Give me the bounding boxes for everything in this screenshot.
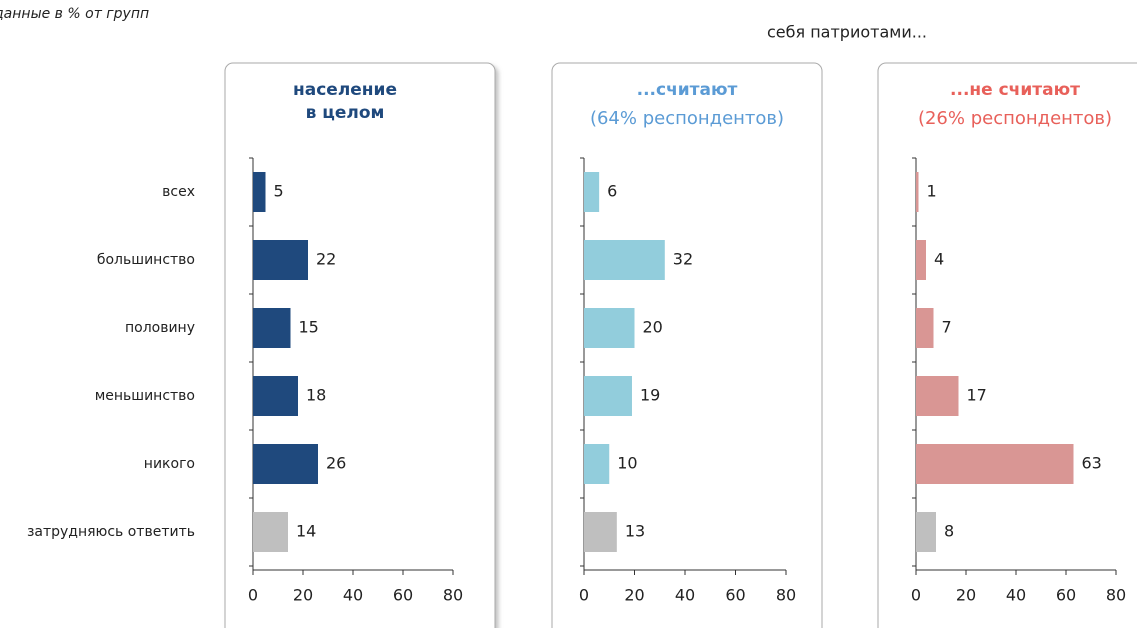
header: себя патриотами... xyxy=(767,23,927,42)
value-label: 15 xyxy=(299,318,319,337)
category-label: большинство xyxy=(97,252,195,268)
bar xyxy=(584,308,635,348)
value-label: 6 xyxy=(607,182,617,201)
value-label: 1 xyxy=(927,182,937,201)
bar xyxy=(584,376,632,416)
x-tick-label: 60 xyxy=(1056,586,1076,605)
panel-subtitle: (64% респондентов) xyxy=(590,108,784,129)
x-tick-label: 0 xyxy=(911,586,921,605)
panel xyxy=(877,62,1137,628)
panel-subtitle: (26% респондентов) xyxy=(918,108,1112,129)
panel-title: население xyxy=(293,80,397,100)
bar xyxy=(253,308,291,348)
bar xyxy=(584,512,617,552)
value-label: 10 xyxy=(617,454,637,473)
x-tick-label: 0 xyxy=(579,586,589,605)
bar xyxy=(584,444,610,484)
bar xyxy=(253,240,308,280)
note: данные в % от групп xyxy=(0,6,149,22)
bar xyxy=(584,172,600,212)
value-label: 32 xyxy=(673,250,693,269)
x-tick-label: 80 xyxy=(443,586,463,605)
value-label: 18 xyxy=(306,386,326,405)
category-label: половину xyxy=(125,320,195,336)
value-label: 19 xyxy=(640,386,660,405)
value-label: 13 xyxy=(625,522,645,541)
value-label: 20 xyxy=(643,318,663,337)
bar xyxy=(916,172,919,212)
value-label: 14 xyxy=(296,522,316,541)
bar xyxy=(916,512,936,552)
x-tick-label: 20 xyxy=(956,586,976,605)
bar xyxy=(584,240,665,280)
bar xyxy=(916,308,934,348)
x-tick-label: 60 xyxy=(393,586,413,605)
bar xyxy=(916,240,926,280)
x-tick-label: 20 xyxy=(624,586,644,605)
value-label: 4 xyxy=(934,250,944,269)
category-label: всех xyxy=(162,184,195,200)
bar xyxy=(253,444,318,484)
value-label: 17 xyxy=(967,386,987,405)
x-tick-label: 40 xyxy=(1006,586,1026,605)
bar xyxy=(916,444,1074,484)
x-tick-label: 40 xyxy=(675,586,695,605)
value-label: 8 xyxy=(944,522,954,541)
panel-title: в целом xyxy=(306,103,385,123)
value-label: 22 xyxy=(316,250,336,269)
value-label: 7 xyxy=(942,318,952,337)
x-tick-label: 80 xyxy=(1106,586,1126,605)
bar xyxy=(253,512,288,552)
category-label: меньшинство xyxy=(95,388,195,404)
x-tick-label: 40 xyxy=(343,586,363,605)
panel xyxy=(224,62,496,628)
category-label: никого xyxy=(144,456,195,472)
bar xyxy=(253,172,266,212)
bar xyxy=(253,376,298,416)
value-label: 5 xyxy=(274,182,284,201)
panel xyxy=(551,62,823,628)
category-label: затрудняюсь ответить xyxy=(27,524,195,540)
x-tick-label: 80 xyxy=(776,586,796,605)
bar xyxy=(916,376,959,416)
panel-title: ...считают xyxy=(637,80,738,100)
value-label: 63 xyxy=(1082,454,1102,473)
x-tick-label: 0 xyxy=(248,586,258,605)
x-tick-label: 60 xyxy=(725,586,745,605)
value-label: 26 xyxy=(326,454,346,473)
x-tick-label: 20 xyxy=(293,586,313,605)
panel-title: ...не считают xyxy=(950,80,1080,100)
